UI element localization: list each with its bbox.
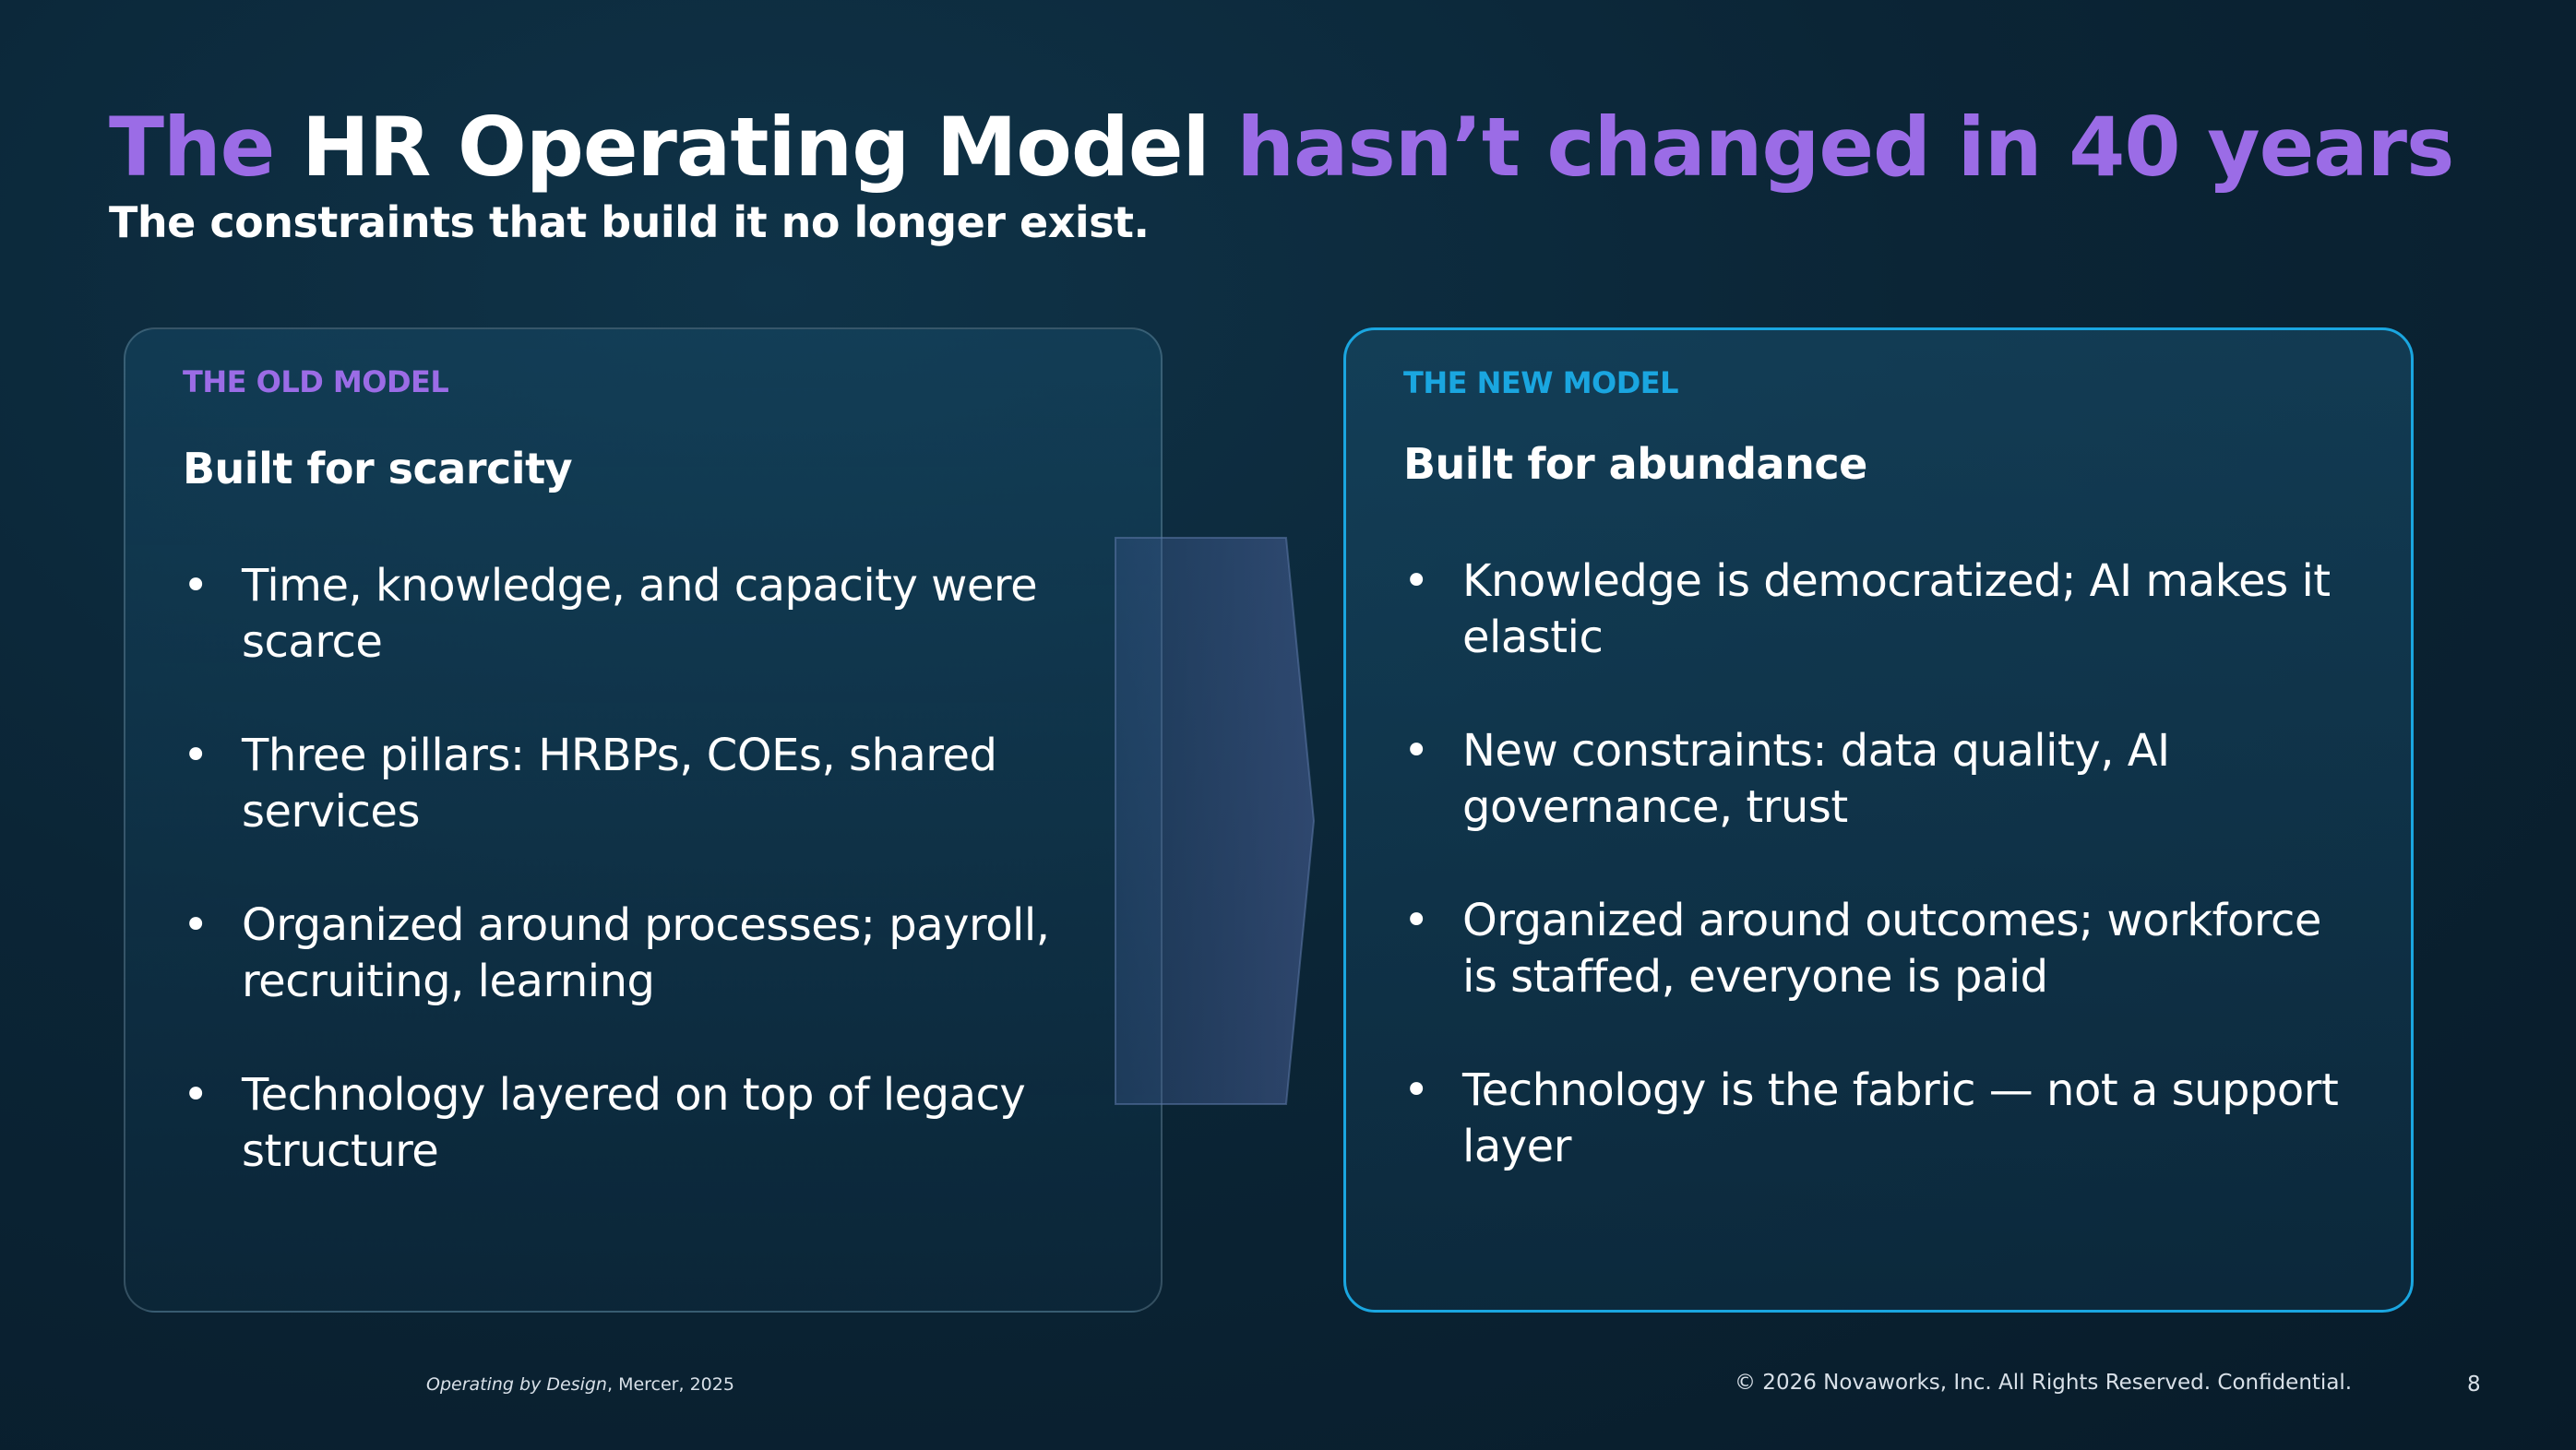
bullet-text: Organized around outcomes; workforce is … <box>1462 895 2321 1003</box>
new-model-bullet: • Organized around outcomes; workforce is… <box>1403 893 2354 1005</box>
new-model-bullet-list: • Knowledge is democratized; AI makes it … <box>1403 553 2354 1232</box>
bullet-dot-icon: • <box>183 560 209 612</box>
new-model-bullet: • Knowledge is democratized; AI makes it … <box>1403 553 2354 666</box>
bullet-text: Organized around processes; payroll, rec… <box>242 899 1050 1007</box>
old-model-card: THE OLD MODEL Built for scarcity • Time, … <box>124 327 1163 1313</box>
old-model-bullet: • Technology layered on top of legacy str… <box>183 1067 1105 1180</box>
new-model-card: THE NEW MODEL Built for abundance • Knowl… <box>1343 327 2414 1313</box>
bullet-text: Technology layered on top of legacy stru… <box>242 1069 1026 1177</box>
new-model-heading: Built for abundance <box>1403 439 1867 489</box>
bullet-dot-icon: • <box>183 730 209 781</box>
new-model-bullet: • Technology is the fabric — not a suppor… <box>1403 1063 2354 1175</box>
bullet-text: New constraints: data quality, AI govern… <box>1462 725 2170 833</box>
slide-subtitle: The constraints that build it no longer … <box>109 197 1150 247</box>
bullet-text: Technology is the fabric — not a support… <box>1462 1064 2339 1172</box>
bullet-text: Three pillars: HRBPs, COEs, shared servi… <box>242 730 997 838</box>
old-model-label: THE OLD MODEL <box>183 364 449 399</box>
title-part-unchanged: hasn’t changed in 40 years <box>1236 100 2454 195</box>
bullet-text: Time, knowledge, and capacity were scarc… <box>242 560 1038 668</box>
bullet-dot-icon: • <box>1403 1064 1429 1116</box>
bullet-dot-icon: • <box>183 1069 209 1121</box>
old-model-bullet: • Three pillars: HRBPs, COEs, shared serv… <box>183 728 1105 840</box>
old-model-bullet-list: • Time, knowledge, and capacity were scar… <box>183 558 1105 1237</box>
old-model-bullet: • Organized around processes; payroll, re… <box>183 897 1105 1010</box>
title-part-the: The <box>109 100 275 195</box>
bullet-text: Knowledge is democratized; AI makes it e… <box>1462 555 2331 663</box>
title-part-hr-operating-model: HR Operating Model <box>302 100 1210 195</box>
new-model-label: THE NEW MODEL <box>1403 365 1679 400</box>
copyright-notice: © 2026 Novaworks, Inc. All Rights Reserv… <box>1735 1371 2353 1395</box>
source-title: Operating by Design <box>426 1374 607 1395</box>
old-model-heading: Built for scarcity <box>183 444 573 493</box>
new-model-bullet: • New constraints: data quality, AI gover… <box>1403 723 2354 836</box>
slide-title: The HR Operating Model hasn’t changed in… <box>109 100 2454 195</box>
bullet-dot-icon: • <box>1403 725 1429 777</box>
source-citation: Operating by Design, Mercer, 2025 <box>426 1374 734 1395</box>
transition-arrow-icon <box>1115 537 1316 1105</box>
bullet-dot-icon: • <box>1403 895 1429 946</box>
bullet-dot-icon: • <box>183 899 209 951</box>
source-publisher: , Mercer, 2025 <box>606 1374 734 1395</box>
bullet-dot-icon: • <box>1403 555 1429 607</box>
old-model-bullet: • Time, knowledge, and capacity were scar… <box>183 558 1105 671</box>
page-number: 8 <box>2467 1373 2481 1397</box>
